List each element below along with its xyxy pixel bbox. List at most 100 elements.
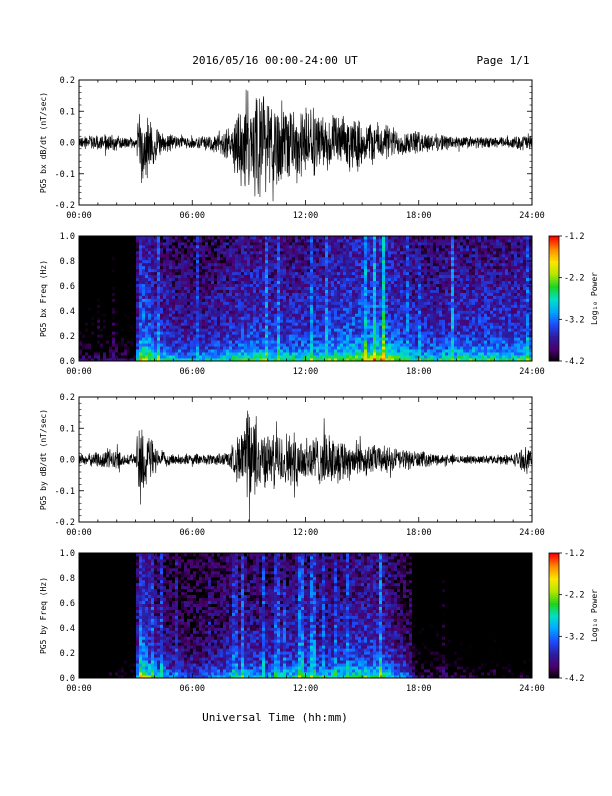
- spectrogram-cell: [145, 239, 148, 242]
- spectrogram-cell: [415, 257, 418, 260]
- spectrogram-cell: [337, 296, 340, 299]
- spectrogram-cell: [181, 290, 184, 293]
- spectrogram-cell: [124, 236, 127, 239]
- spectrogram-cell: [409, 293, 412, 296]
- spectrogram-cell: [385, 325, 388, 328]
- spectrogram-cell: [202, 293, 205, 296]
- spectrogram-cell: [259, 337, 262, 340]
- spectrogram-cell: [373, 334, 376, 337]
- spectrogram-cell: [346, 239, 349, 242]
- spectrogram-cell: [142, 293, 145, 296]
- spectrogram-cell: [307, 349, 310, 352]
- spectrogram-cell: [172, 331, 175, 334]
- spectrogram-cell: [298, 254, 301, 257]
- spectrogram-cell: [139, 254, 142, 257]
- spectrogram-cell: [145, 296, 148, 299]
- spectrogram-cell: [223, 275, 226, 278]
- spectrogram-cell: [307, 313, 310, 316]
- spectrogram-cell: [148, 346, 151, 349]
- spectrogram-cell: [268, 284, 271, 287]
- spectrogram-cell: [346, 352, 349, 355]
- spectrogram-cell: [313, 328, 316, 331]
- spectrogram-cell: [370, 254, 373, 257]
- spectrogram-cell: [247, 310, 250, 313]
- spectrogram-cell: [412, 263, 415, 266]
- spectrogram-cell: [109, 263, 112, 266]
- spectrogram-cell: [169, 245, 172, 248]
- spectrogram-cell: [253, 343, 256, 346]
- spectrogram-cell: [394, 340, 397, 343]
- spectrogram-cell: [106, 266, 109, 269]
- spectrogram-cell: [352, 245, 355, 248]
- spectrogram-cell: [94, 307, 97, 310]
- spectrogram-cell: [277, 287, 280, 290]
- spectrogram-cell: [241, 307, 244, 310]
- spectrogram-cell: [184, 316, 187, 319]
- spectrogram-cell: [280, 293, 283, 296]
- spectrogram-cell: [274, 236, 277, 239]
- spectrogram-cell: [175, 284, 178, 287]
- spectrogram-cell: [301, 337, 304, 340]
- spectrogram-cell: [259, 328, 262, 331]
- spectrogram-cell: [124, 304, 127, 307]
- spectrogram-cell: [385, 281, 388, 284]
- spectrogram-cell: [400, 287, 403, 290]
- spectrogram-cell: [358, 352, 361, 355]
- spectrogram-cell: [205, 316, 208, 319]
- spectrogram-cell: [223, 281, 226, 284]
- spectrogram-cell: [379, 301, 382, 304]
- spectrogram-cell: [172, 310, 175, 313]
- spectrogram-cell: [403, 346, 406, 349]
- spectrogram-cell: [136, 319, 139, 322]
- spectrogram-cell: [355, 316, 358, 319]
- spectrogram-cell: [328, 248, 331, 251]
- spectrogram-cell: [112, 239, 115, 242]
- spectrogram-cell: [250, 343, 253, 346]
- spectrogram-cell: [355, 248, 358, 251]
- spectrogram-cell: [166, 331, 169, 334]
- spectrogram-cell: [124, 284, 127, 287]
- y-axis-title: PG5 bx dB/dt (nT/sec): [39, 92, 48, 193]
- spectrogram-cell: [280, 301, 283, 304]
- spectrogram-cell: [283, 322, 286, 325]
- spectrogram-cell: [232, 278, 235, 281]
- spectrogram-cell: [415, 278, 418, 281]
- spectrogram-cell: [361, 260, 364, 263]
- spectrogram-cell: [403, 251, 406, 254]
- spectrogram-cell: [346, 281, 349, 284]
- spectrogram-cell: [259, 281, 262, 284]
- spectrogram-cell: [358, 355, 361, 358]
- spectrogram-cell: [355, 290, 358, 293]
- spectrogram-cell: [322, 284, 325, 287]
- spectrogram-cell: [376, 331, 379, 334]
- spectrogram-cell: [316, 331, 319, 334]
- spectrogram-cell: [397, 284, 400, 287]
- spectrogram-cell: [118, 343, 121, 346]
- spectrogram-cell: [262, 331, 265, 334]
- spectrogram-cell: [127, 266, 130, 269]
- spectrogram-cell: [139, 313, 142, 316]
- spectrogram-cell: [316, 319, 319, 322]
- spectrogram-cell: [283, 293, 286, 296]
- spectrogram-cell: [169, 242, 172, 245]
- spectrogram-cell: [223, 331, 226, 334]
- spectrogram-cell: [343, 322, 346, 325]
- spectrogram-cell: [367, 269, 370, 272]
- spectrogram-cell: [253, 304, 256, 307]
- spectrogram-cell: [118, 290, 121, 293]
- spectrogram-cell: [271, 251, 274, 254]
- spectrogram-cell: [223, 254, 226, 257]
- spectrogram-cell: [274, 322, 277, 325]
- spectrogram-cell: [160, 275, 163, 278]
- spectrogram-cell: [244, 310, 247, 313]
- y-tick-label: 0.2: [60, 76, 75, 86]
- spectrogram-cell: [256, 236, 259, 239]
- spectrogram-cell: [103, 290, 106, 293]
- spectrogram-cell: [385, 290, 388, 293]
- spectrogram-cell: [178, 310, 181, 313]
- spectrogram-cell: [316, 325, 319, 328]
- spectrogram-cell: [223, 307, 226, 310]
- spectrogram-cell: [109, 242, 112, 245]
- spectrogram-cell: [238, 337, 241, 340]
- spectrogram-cell: [226, 236, 229, 239]
